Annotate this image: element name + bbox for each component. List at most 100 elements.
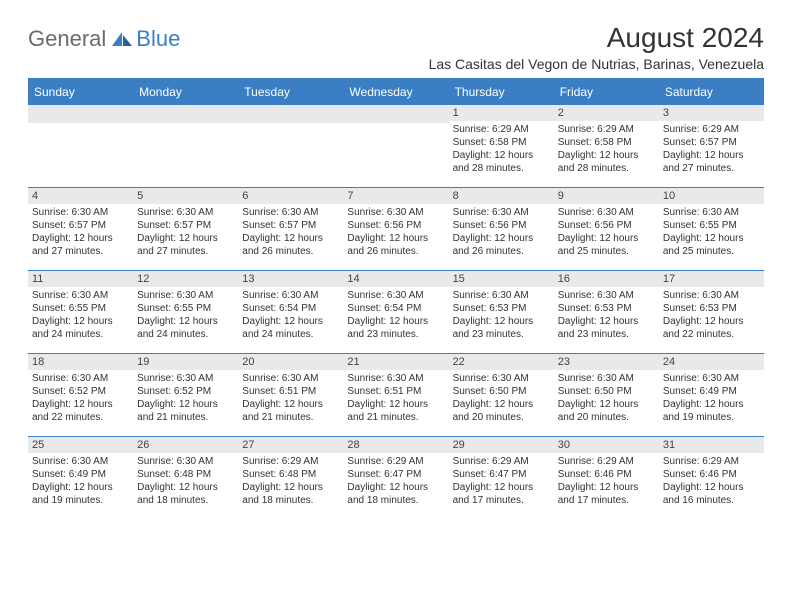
day-cell: 20Sunrise: 6:30 AMSunset: 6:51 PMDayligh… <box>238 354 343 436</box>
day-body: Sunrise: 6:30 AMSunset: 6:49 PMDaylight:… <box>659 370 764 428</box>
sunset-text: Sunset: 6:56 PM <box>558 219 655 232</box>
sunset-text: Sunset: 6:47 PM <box>453 468 550 481</box>
day-body: Sunrise: 6:29 AMSunset: 6:58 PMDaylight:… <box>449 121 554 179</box>
month-title: August 2024 <box>429 22 764 54</box>
sunrise-text: Sunrise: 6:30 AM <box>558 372 655 385</box>
sunrise-text: Sunrise: 6:30 AM <box>137 289 234 302</box>
day-body: Sunrise: 6:29 AMSunset: 6:46 PMDaylight:… <box>659 453 764 511</box>
day-body: Sunrise: 6:30 AMSunset: 6:54 PMDaylight:… <box>343 287 448 345</box>
sunset-text: Sunset: 6:46 PM <box>558 468 655 481</box>
day-cell: 29Sunrise: 6:29 AMSunset: 6:47 PMDayligh… <box>449 437 554 519</box>
day-cell: 18Sunrise: 6:30 AMSunset: 6:52 PMDayligh… <box>28 354 133 436</box>
day-cell: 26Sunrise: 6:30 AMSunset: 6:48 PMDayligh… <box>133 437 238 519</box>
sunset-text: Sunset: 6:53 PM <box>663 302 760 315</box>
daylight-text: Daylight: 12 hours and 22 minutes. <box>32 398 129 424</box>
daylight-text: Daylight: 12 hours and 18 minutes. <box>242 481 339 507</box>
day-header: Wednesday <box>343 80 448 104</box>
day-body: Sunrise: 6:29 AMSunset: 6:47 PMDaylight:… <box>449 453 554 511</box>
day-cell: 22Sunrise: 6:30 AMSunset: 6:50 PMDayligh… <box>449 354 554 436</box>
day-number: 10 <box>659 188 764 204</box>
sunrise-text: Sunrise: 6:30 AM <box>32 289 129 302</box>
sunset-text: Sunset: 6:53 PM <box>453 302 550 315</box>
logo-text-general: General <box>28 26 106 52</box>
daylight-text: Daylight: 12 hours and 26 minutes. <box>242 232 339 258</box>
daylight-text: Daylight: 12 hours and 20 minutes. <box>453 398 550 424</box>
day-cell: 14Sunrise: 6:30 AMSunset: 6:54 PMDayligh… <box>343 271 448 353</box>
sunrise-text: Sunrise: 6:30 AM <box>242 372 339 385</box>
day-body: Sunrise: 6:30 AMSunset: 6:53 PMDaylight:… <box>554 287 659 345</box>
sunrise-text: Sunrise: 6:30 AM <box>32 455 129 468</box>
sunset-text: Sunset: 6:52 PM <box>137 385 234 398</box>
day-number: 11 <box>28 271 133 287</box>
day-cell: 28Sunrise: 6:29 AMSunset: 6:47 PMDayligh… <box>343 437 448 519</box>
day-cell: 27Sunrise: 6:29 AMSunset: 6:48 PMDayligh… <box>238 437 343 519</box>
sunrise-text: Sunrise: 6:30 AM <box>558 206 655 219</box>
day-body: Sunrise: 6:30 AMSunset: 6:53 PMDaylight:… <box>449 287 554 345</box>
sunset-text: Sunset: 6:48 PM <box>242 468 339 481</box>
day-cell <box>343 105 448 187</box>
sunset-text: Sunset: 6:50 PM <box>558 385 655 398</box>
sunrise-text: Sunrise: 6:30 AM <box>663 372 760 385</box>
sunrise-text: Sunrise: 6:29 AM <box>347 455 444 468</box>
day-body: Sunrise: 6:30 AMSunset: 6:56 PMDaylight:… <box>449 204 554 262</box>
sunset-text: Sunset: 6:55 PM <box>137 302 234 315</box>
sunset-text: Sunset: 6:55 PM <box>663 219 760 232</box>
day-number: 26 <box>133 437 238 453</box>
sunset-text: Sunset: 6:57 PM <box>137 219 234 232</box>
daylight-text: Daylight: 12 hours and 19 minutes. <box>663 398 760 424</box>
day-number: 7 <box>343 188 448 204</box>
sunrise-text: Sunrise: 6:30 AM <box>242 289 339 302</box>
sunrise-text: Sunrise: 6:30 AM <box>453 206 550 219</box>
day-cell: 7Sunrise: 6:30 AMSunset: 6:56 PMDaylight… <box>343 188 448 270</box>
sunrise-text: Sunrise: 6:30 AM <box>453 289 550 302</box>
daylight-text: Daylight: 12 hours and 21 minutes. <box>347 398 444 424</box>
day-cell: 31Sunrise: 6:29 AMSunset: 6:46 PMDayligh… <box>659 437 764 519</box>
day-cell <box>133 105 238 187</box>
sunrise-text: Sunrise: 6:29 AM <box>242 455 339 468</box>
daylight-text: Daylight: 12 hours and 19 minutes. <box>32 481 129 507</box>
day-body: Sunrise: 6:30 AMSunset: 6:50 PMDaylight:… <box>554 370 659 428</box>
empty-day-bar <box>343 105 448 123</box>
day-number: 29 <box>449 437 554 453</box>
day-body: Sunrise: 6:30 AMSunset: 6:57 PMDaylight:… <box>28 204 133 262</box>
day-body: Sunrise: 6:30 AMSunset: 6:55 PMDaylight:… <box>28 287 133 345</box>
day-number: 30 <box>554 437 659 453</box>
day-number: 28 <box>343 437 448 453</box>
weeks-container: 1Sunrise: 6:29 AMSunset: 6:58 PMDaylight… <box>28 104 764 519</box>
day-cell: 23Sunrise: 6:30 AMSunset: 6:50 PMDayligh… <box>554 354 659 436</box>
sunset-text: Sunset: 6:51 PM <box>347 385 444 398</box>
day-number: 5 <box>133 188 238 204</box>
daylight-text: Daylight: 12 hours and 25 minutes. <box>558 232 655 258</box>
daylight-text: Daylight: 12 hours and 18 minutes. <box>347 481 444 507</box>
day-number: 15 <box>449 271 554 287</box>
sunrise-text: Sunrise: 6:29 AM <box>663 455 760 468</box>
day-body: Sunrise: 6:30 AMSunset: 6:51 PMDaylight:… <box>238 370 343 428</box>
day-number: 8 <box>449 188 554 204</box>
daylight-text: Daylight: 12 hours and 24 minutes. <box>242 315 339 341</box>
empty-day-bar <box>133 105 238 123</box>
daylight-text: Daylight: 12 hours and 26 minutes. <box>347 232 444 258</box>
day-cell: 4Sunrise: 6:30 AMSunset: 6:57 PMDaylight… <box>28 188 133 270</box>
day-body: Sunrise: 6:30 AMSunset: 6:55 PMDaylight:… <box>133 287 238 345</box>
week-row: 4Sunrise: 6:30 AMSunset: 6:57 PMDaylight… <box>28 187 764 270</box>
sunrise-text: Sunrise: 6:30 AM <box>558 289 655 302</box>
sunset-text: Sunset: 6:54 PM <box>347 302 444 315</box>
sunset-text: Sunset: 6:58 PM <box>453 136 550 149</box>
day-body: Sunrise: 6:30 AMSunset: 6:52 PMDaylight:… <box>28 370 133 428</box>
day-cell: 8Sunrise: 6:30 AMSunset: 6:56 PMDaylight… <box>449 188 554 270</box>
day-body: Sunrise: 6:30 AMSunset: 6:48 PMDaylight:… <box>133 453 238 511</box>
day-body: Sunrise: 6:30 AMSunset: 6:57 PMDaylight:… <box>133 204 238 262</box>
day-cell: 17Sunrise: 6:30 AMSunset: 6:53 PMDayligh… <box>659 271 764 353</box>
sunset-text: Sunset: 6:46 PM <box>663 468 760 481</box>
daylight-text: Daylight: 12 hours and 26 minutes. <box>453 232 550 258</box>
daylight-text: Daylight: 12 hours and 27 minutes. <box>137 232 234 258</box>
day-cell: 15Sunrise: 6:30 AMSunset: 6:53 PMDayligh… <box>449 271 554 353</box>
calendar-page: General Blue August 2024 Las Casitas del… <box>0 0 792 541</box>
day-body: Sunrise: 6:30 AMSunset: 6:52 PMDaylight:… <box>133 370 238 428</box>
day-number: 6 <box>238 188 343 204</box>
sunrise-text: Sunrise: 6:29 AM <box>453 123 550 136</box>
daylight-text: Daylight: 12 hours and 20 minutes. <box>558 398 655 424</box>
daylight-text: Daylight: 12 hours and 17 minutes. <box>453 481 550 507</box>
day-cell: 25Sunrise: 6:30 AMSunset: 6:49 PMDayligh… <box>28 437 133 519</box>
sunset-text: Sunset: 6:57 PM <box>663 136 760 149</box>
